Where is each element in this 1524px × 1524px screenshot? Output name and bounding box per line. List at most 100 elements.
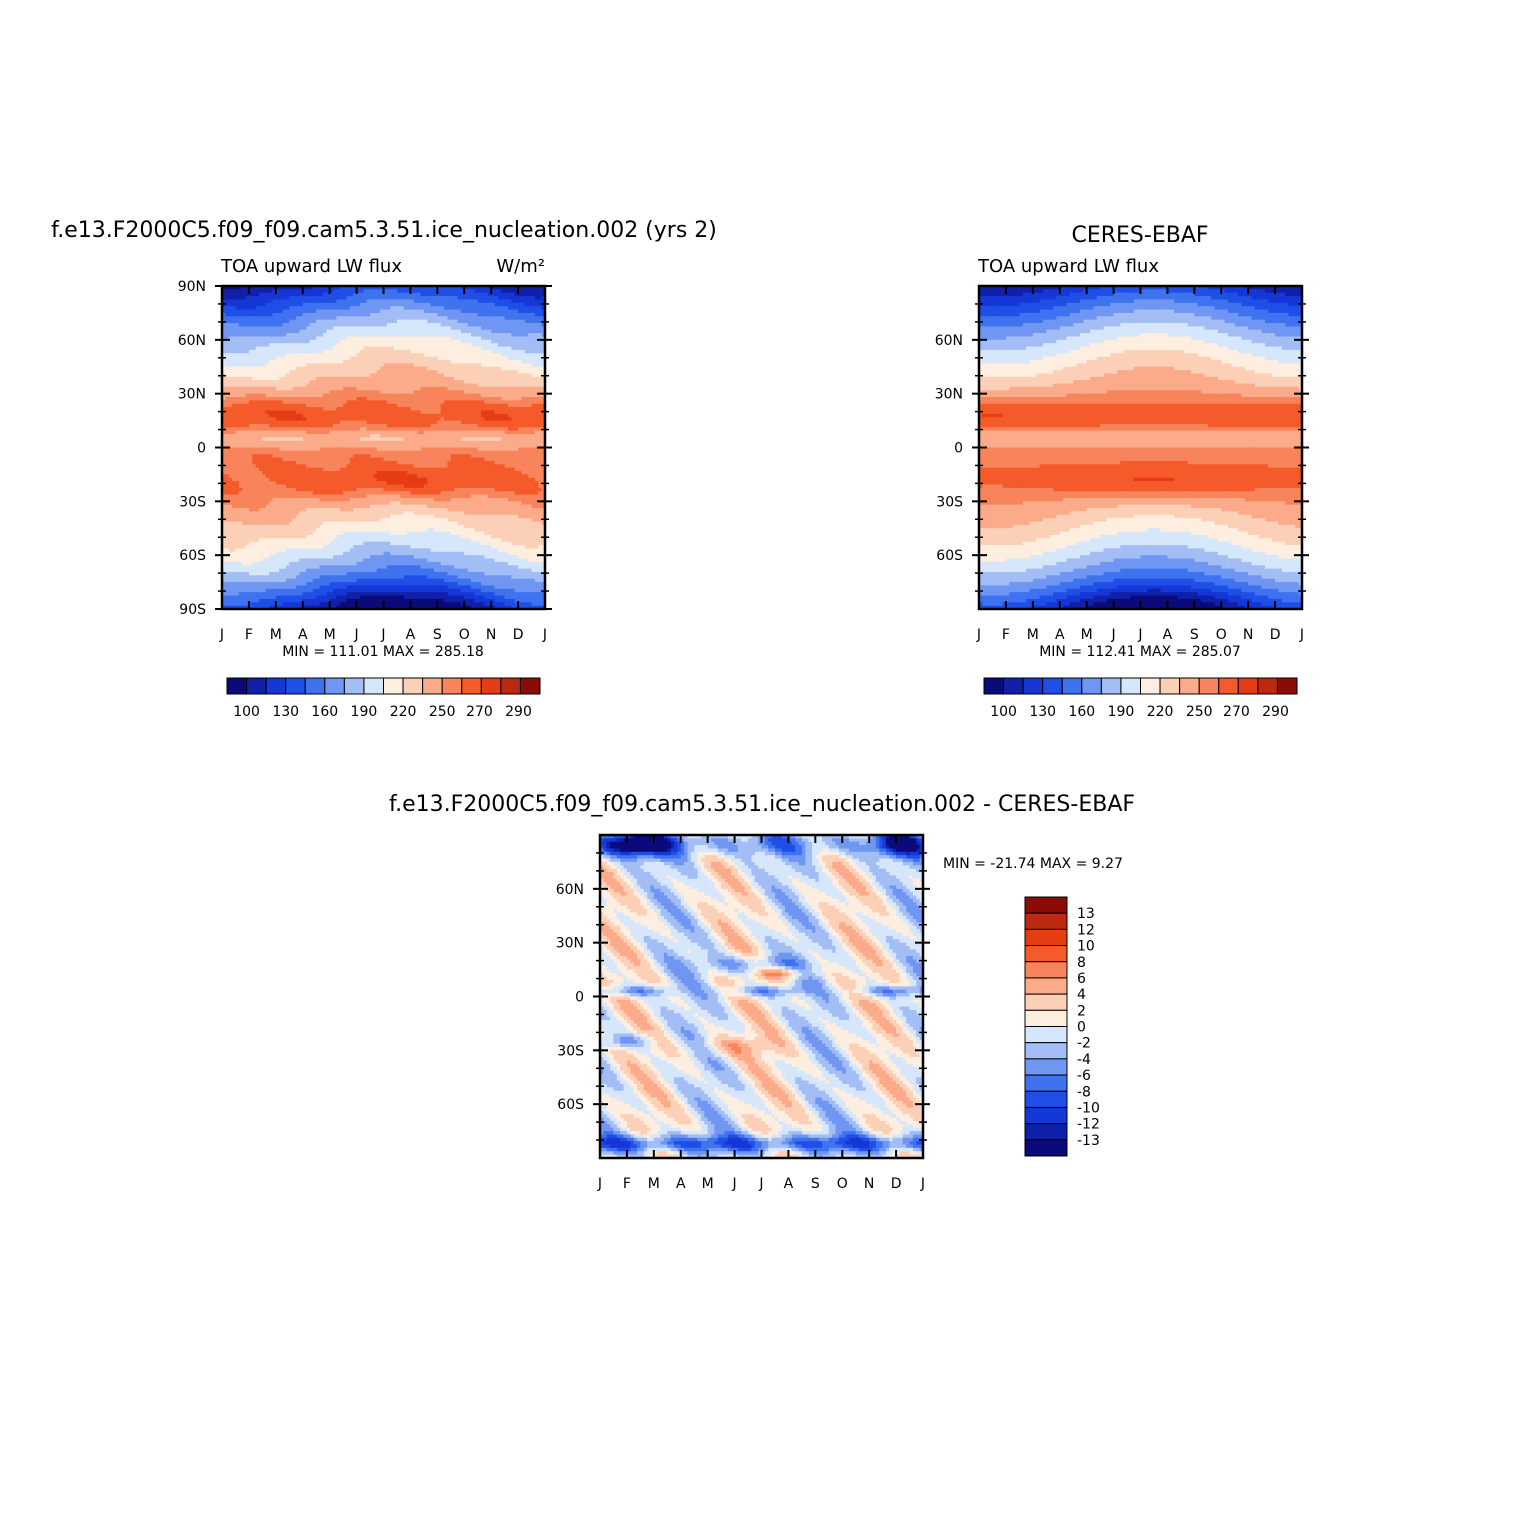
field-cells	[222, 286, 546, 610]
field-cell	[431, 370, 435, 374]
field-cell	[269, 353, 273, 357]
field-cell	[363, 384, 367, 388]
field-cell	[363, 316, 367, 320]
field-cell	[252, 340, 256, 344]
field-cell	[283, 404, 287, 408]
field-cell	[518, 333, 522, 337]
field-cell	[259, 316, 263, 320]
field-cell	[283, 289, 287, 293]
field-cell	[357, 421, 361, 425]
field-cell	[296, 404, 300, 408]
field-cell	[495, 289, 499, 293]
field-cell	[431, 289, 435, 293]
field-cell	[431, 377, 435, 381]
field-cell	[333, 316, 337, 320]
field-cell	[532, 370, 536, 374]
field-cell	[458, 347, 462, 351]
field-cell	[431, 414, 435, 418]
field-cell	[394, 310, 398, 314]
field-cell	[370, 390, 374, 394]
field-cell	[421, 347, 425, 351]
field-cell	[239, 303, 243, 307]
field-cell	[232, 303, 236, 307]
field-cell	[481, 404, 485, 408]
field-cell	[313, 397, 317, 401]
field-cell	[357, 310, 361, 314]
field-cell	[276, 340, 280, 344]
field-cell	[313, 310, 317, 314]
field-cell	[387, 414, 391, 418]
field-cell	[407, 303, 411, 307]
field-cell	[306, 323, 310, 327]
field-cell	[518, 414, 522, 418]
field-cell	[306, 404, 310, 408]
field-cell	[232, 323, 236, 327]
field-cell	[340, 377, 344, 381]
field-cell	[518, 347, 522, 351]
field-cell	[320, 310, 324, 314]
field-cell	[333, 360, 337, 364]
field-cell	[239, 340, 243, 344]
field-cell	[363, 434, 367, 438]
field-cell	[313, 316, 317, 320]
field-cell	[488, 390, 492, 394]
field-cell	[269, 296, 273, 300]
field-cell	[370, 427, 374, 431]
field-cell	[377, 434, 381, 438]
field-cell	[495, 370, 499, 374]
field-cell	[326, 340, 330, 344]
field-cell	[414, 333, 418, 337]
field-cell	[518, 434, 522, 438]
field-cell	[488, 377, 492, 381]
field-cell	[488, 353, 492, 357]
field-cell	[421, 370, 425, 374]
field-cell	[239, 347, 243, 351]
field-cell	[239, 414, 243, 418]
field-cell	[306, 377, 310, 381]
field-cell	[414, 360, 418, 364]
field-cell	[370, 316, 374, 320]
field-cell	[501, 333, 505, 337]
field-cell	[306, 421, 310, 425]
field-cell	[444, 289, 448, 293]
field-cell	[468, 427, 472, 431]
field-cell	[252, 434, 256, 438]
field-cell	[377, 421, 381, 425]
field-cell	[357, 323, 361, 327]
field-cell	[333, 353, 337, 357]
field-cell	[259, 421, 263, 425]
field-cell	[431, 296, 435, 300]
field-cell	[407, 296, 411, 300]
field-cell	[232, 414, 236, 418]
field-cell	[259, 384, 263, 388]
field-cell	[276, 333, 280, 337]
field-cell	[394, 370, 398, 374]
field-cell	[269, 316, 273, 320]
field-cell	[370, 434, 374, 438]
field-cell	[326, 427, 330, 431]
field-cell	[357, 427, 361, 431]
field-cell	[481, 296, 485, 300]
field-cell	[370, 384, 374, 388]
field-cell	[340, 370, 344, 374]
panel-model: f.e13.F2000C5.f09_f09.cam5.3.51.ice_nucl…	[51, 218, 717, 720]
field-cell	[377, 427, 381, 431]
field-cell	[246, 333, 250, 337]
field-cell	[377, 390, 381, 394]
field-cell	[468, 434, 472, 438]
field-cell	[444, 414, 448, 418]
field-cell	[400, 289, 404, 293]
field-cell	[444, 353, 448, 357]
field-cell	[246, 360, 250, 364]
field-cell	[481, 427, 485, 431]
field-cell	[225, 289, 229, 293]
field-cell	[320, 340, 324, 344]
field-cell	[289, 340, 293, 344]
field-cell	[421, 414, 425, 418]
field-cell	[350, 289, 354, 293]
field-cell	[296, 323, 300, 327]
field-cell	[357, 340, 361, 344]
field-cell	[239, 377, 243, 381]
field-cell	[239, 333, 243, 337]
field-cell	[363, 404, 367, 408]
